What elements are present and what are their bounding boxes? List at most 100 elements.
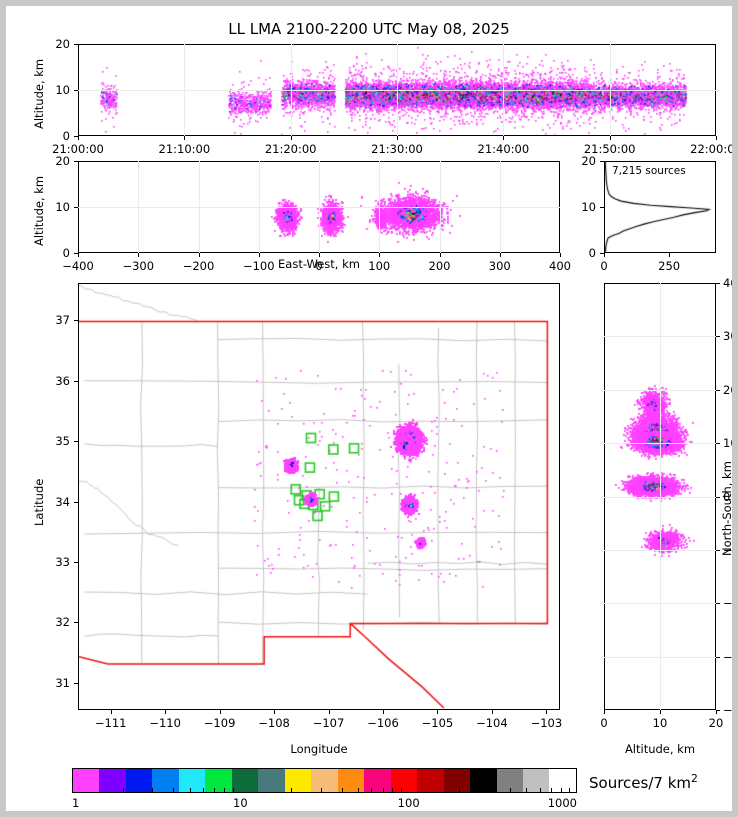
colorbar-swatch[interactable] [390, 769, 418, 792]
y-tick-label: 31 [55, 675, 70, 690]
y-tick [716, 389, 720, 391]
y-tick-label: 0 [723, 489, 731, 504]
y-tick-label: 36 [55, 373, 70, 388]
colorbar-minor-tick [232, 788, 234, 792]
x-tick-label: −400 [62, 259, 94, 273]
y-tick-label: 0 [62, 129, 70, 143]
x-tick [319, 253, 320, 257]
colorbar-swatch[interactable] [258, 769, 285, 792]
y-tick [716, 656, 720, 658]
colorbar-swatch[interactable] [496, 769, 523, 792]
x-tick [609, 136, 611, 140]
y-tick [716, 336, 720, 338]
x-tick [604, 710, 605, 714]
colorbar-swatch[interactable] [152, 769, 179, 792]
x-tick-label: −104 [476, 716, 508, 730]
y-tick [74, 207, 78, 208]
colorbar-minor-tick [320, 788, 322, 792]
colorbar-swatch[interactable] [443, 769, 471, 792]
colorbar-minor-tick [526, 788, 528, 792]
y-tick [716, 710, 720, 711]
colorbar-minor-tick [341, 788, 343, 792]
x-tick [290, 136, 292, 140]
gridline [78, 207, 560, 208]
x-tick [560, 253, 561, 257]
colorbar-swatch[interactable] [284, 769, 312, 792]
y-tick [716, 443, 720, 445]
y-tick-label: −100 [723, 542, 733, 557]
colorbar-swatch[interactable] [231, 769, 259, 792]
panel-map [78, 283, 560, 710]
x-tick [660, 710, 661, 714]
y-tick [600, 161, 604, 162]
colorbar-swatch[interactable] [178, 769, 206, 792]
colorbar-swatch[interactable] [73, 769, 100, 792]
xlabel-east-west: East-West, km [278, 257, 360, 271]
x-tick [78, 253, 79, 257]
colorbar-title: Sources/7 km2 [589, 772, 698, 792]
colorbar-tick-label: 100 [397, 796, 420, 810]
x-tick-label: −105 [421, 716, 454, 730]
x-tick-label: 21:10:00 [158, 142, 211, 156]
colorbar-minor-tick [152, 788, 154, 792]
y-tick-label: 37 [55, 313, 70, 328]
y-tick-label: 300 [723, 329, 738, 344]
colorbar-swatch[interactable] [337, 769, 365, 792]
y-tick-label: 34 [55, 494, 70, 509]
y-tick-label: 32 [55, 615, 70, 630]
colorbar-swatch[interactable] [205, 769, 232, 792]
colorbar-minor-tick [189, 788, 191, 792]
colorbar-title-text: Sources/7 km [589, 774, 691, 792]
y-tick [716, 283, 720, 284]
colorbar-minor-tick [488, 788, 490, 792]
ylabel-east-west-altitude: Altitude, km [32, 175, 46, 246]
x-tick-label: −106 [367, 716, 399, 730]
x-tick-label: 0 [600, 259, 608, 273]
y-tick [74, 161, 78, 162]
y-tick [74, 380, 78, 382]
colorbar-swatch[interactable] [522, 769, 550, 792]
x-tick [397, 136, 398, 140]
x-tick-label: −109 [203, 716, 236, 730]
x-tick-label: 100 [368, 259, 391, 273]
panel-altitude-histogram [604, 161, 716, 253]
x-tick-label: 21:30:00 [371, 142, 423, 156]
colorbar-minor-tick [510, 788, 511, 792]
x-tick-label: −110 [149, 716, 181, 730]
y-tick-label: 10 [55, 200, 70, 214]
y-tick [74, 562, 78, 564]
y-tick [716, 549, 720, 551]
x-tick-label: 21:50:00 [583, 142, 636, 156]
colorbar-swatch[interactable] [311, 769, 338, 792]
colorbar-swatch[interactable] [470, 769, 497, 792]
colorbar-minor-tick [122, 788, 124, 792]
x-tick-label: 22:00:00 [690, 142, 738, 156]
colorbar[interactable] [72, 768, 577, 793]
colorbar-swatch[interactable] [99, 769, 126, 792]
x-tick [503, 136, 505, 140]
colorbar-tick-label: 1000 [547, 796, 577, 810]
y-tick [74, 90, 78, 91]
colorbar-swatch[interactable] [417, 769, 444, 792]
y-tick [716, 496, 720, 498]
x-tick [604, 253, 605, 257]
colorbar-tick-label: 10 [233, 796, 248, 810]
colorbar-swatch[interactable] [364, 769, 391, 792]
x-tick [491, 710, 493, 714]
colorbar-swatch[interactable] [549, 769, 576, 792]
x-tick [78, 136, 79, 140]
colorbar-minor-tick [560, 788, 562, 792]
y-tick-label: 10 [581, 200, 596, 214]
y-tick-label: −200 [723, 596, 733, 611]
colorbar-minor-tick [202, 788, 204, 792]
colorbar-minor-tick [357, 788, 359, 792]
x-tick-label: 200 [428, 259, 451, 273]
y-tick [74, 441, 78, 443]
colorbar-swatch[interactable] [125, 769, 153, 792]
colorbar-minor-tick [569, 788, 571, 792]
page-title: LL LMA 2100-2200 UTC May 08, 2025 [228, 20, 510, 38]
y-tick-label: 20 [55, 37, 70, 51]
x-tick-label: 20 [708, 716, 724, 730]
x-tick-label: 0 [600, 716, 608, 730]
x-tick [198, 253, 200, 257]
